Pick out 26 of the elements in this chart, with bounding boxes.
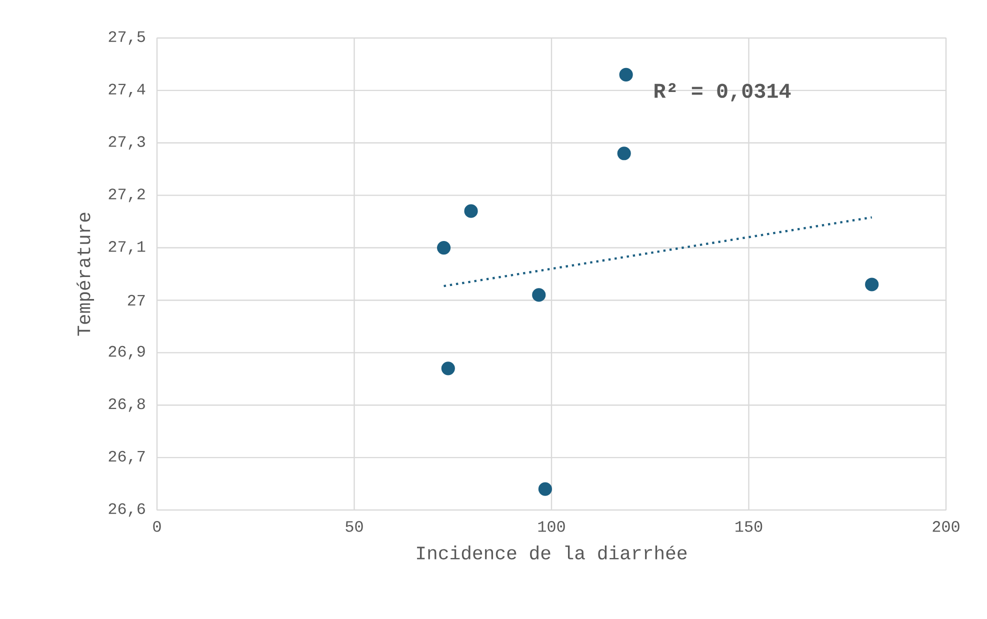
- point: [437, 240, 451, 255]
- x-tick-label: 0: [153, 521, 161, 532]
- x-tick-label: 100: [538, 521, 565, 532]
- y-tick-label: 27,2: [108, 188, 145, 202]
- point: [441, 362, 455, 376]
- y-axis-title: Température: [76, 212, 94, 336]
- y-tick-label: 27,5: [108, 31, 145, 45]
- point: [532, 288, 546, 302]
- y-tick-label: 26,6: [108, 503, 145, 517]
- y-tick-label: 26,9: [108, 346, 145, 360]
- point: [464, 204, 478, 218]
- y-tick-label: 27,4: [108, 84, 146, 98]
- point: [617, 146, 631, 160]
- x-tick-label: 50: [346, 521, 363, 532]
- point: [538, 482, 552, 496]
- y-tick-label: 27,1: [108, 241, 146, 255]
- y-tick-label: 27,3: [108, 136, 145, 150]
- x-axis-title: Incidence de la diarrhée: [417, 546, 687, 560]
- point: [865, 278, 879, 292]
- x-tick-label: 150: [736, 521, 762, 532]
- annotation: R² = 0,0314: [654, 83, 791, 102]
- y-tick-label: 26,7: [108, 450, 145, 464]
- y-tick-label: 27: [128, 294, 145, 306]
- y-tick-label: 26,8: [108, 398, 145, 412]
- point: [619, 68, 633, 82]
- x-tick-label: 200: [932, 521, 960, 532]
